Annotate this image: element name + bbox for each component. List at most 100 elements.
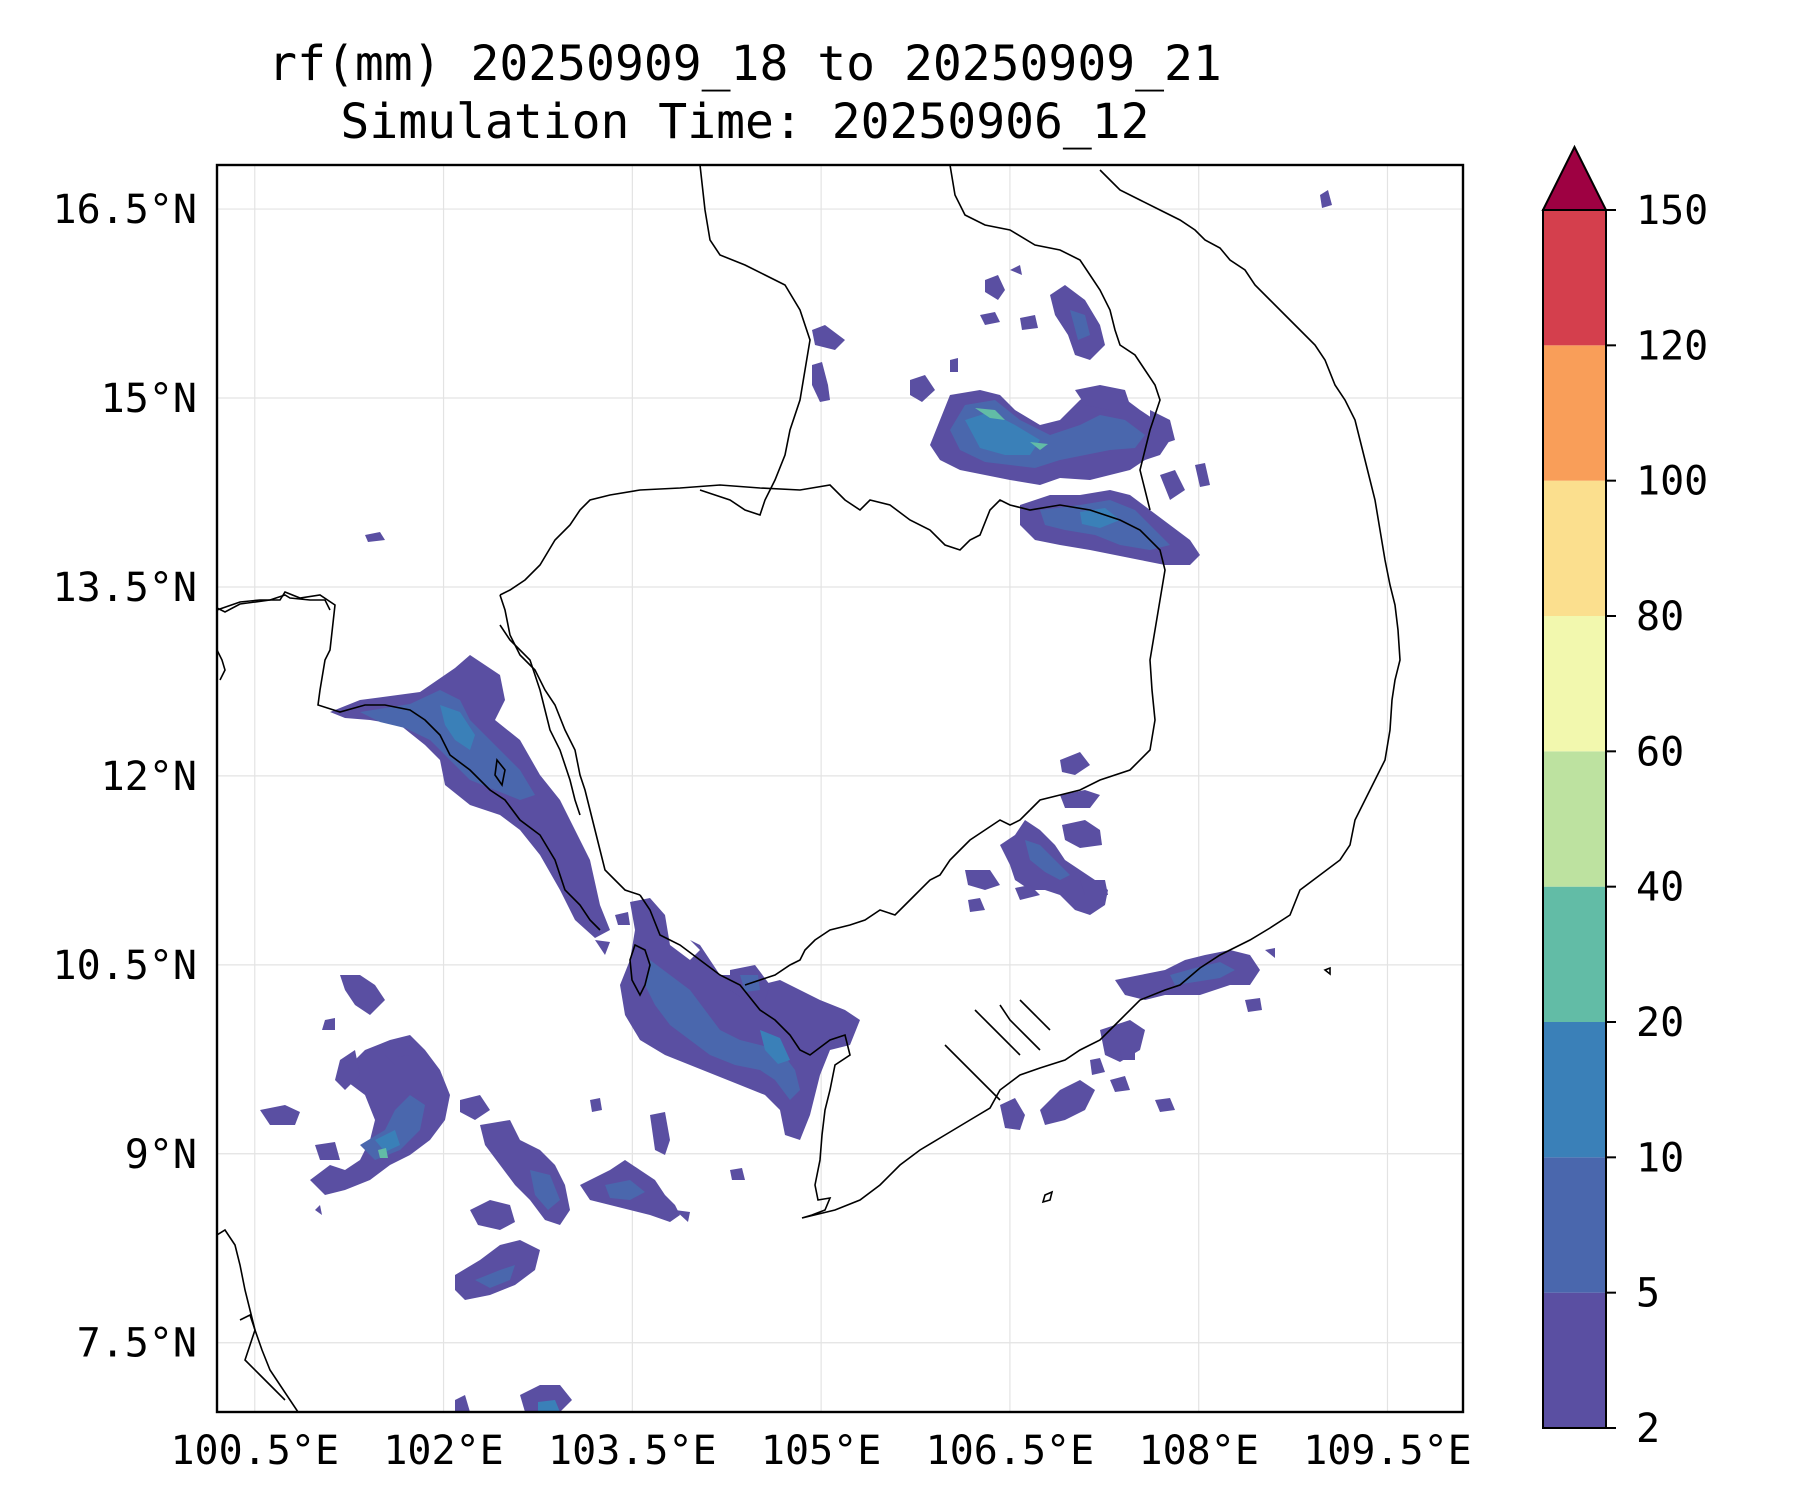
rain-region-gulf-south-5 [615,912,630,925]
rain-region-gulf-south-3 [455,1395,470,1412]
delta-distributary-4 [1019,999,1051,1031]
rain-region-gulf-west-7 [385,1045,410,1058]
rain-region-gulf-south-7 [385,1055,395,1065]
rain-region-laos-small-5 [1075,385,1130,410]
rain-region-laos-small-11 [1010,265,1022,275]
colorbar-extend-max [1541,144,1608,211]
thai-inland-border [217,594,331,613]
colorbar-label: 120 [1636,323,1708,369]
rain-region-laos-small-9 [980,312,1000,325]
rain-region-gulf-mid-2-core [605,1180,645,1200]
colorbar-label: 60 [1636,729,1684,775]
rain-region-gulf-mid-1-core [530,1170,560,1210]
rain-region-laos-small-7 [1160,470,1185,500]
x-axis-ticks: 100.5°E 102°E 103.5°E 105°E 106.5°E 108°E 109.… [170,1428,1471,1474]
x-tick-label: 105°E [761,1428,881,1474]
rain-region-delta-8 [1155,1098,1175,1112]
colorbar-bin [1543,616,1606,752]
colorbar-label: 80 [1636,594,1684,640]
colorbar-label: 5 [1636,1271,1660,1317]
rain-region-laos-small-10 [1020,315,1038,330]
rain-region-delta-4 [1000,1098,1025,1130]
rain-region-laos-small-4 [910,375,935,402]
rain-region-phu-quoc-band [620,898,860,1140]
rain-region-delta-5 [1090,1058,1105,1075]
y-tick-label: 9°N [125,1132,197,1178]
rain-region-gulf-south-1-core [475,1265,515,1288]
rain-region-east-cambodia-3 [1060,790,1100,808]
rain-region-gulf-south-4 [365,532,385,542]
rain-region-laos-small-3 [812,362,830,402]
colorbar-label: 20 [1636,1000,1684,1046]
rain-region-gulf-west-6 [322,1018,335,1030]
colorbar-label: 40 [1636,865,1684,911]
laos-thai-border [699,165,811,517]
x-tick-label: 103.5°E [548,1428,717,1474]
rain-region-east-cambodia-5 [965,870,1000,890]
y-tick-label: 10.5°N [53,943,198,989]
rain-region-gulf-mid-6 [730,1168,745,1180]
rain-region-south-laos-peak [975,408,1005,420]
rain-region-koh-kong-core [360,690,535,800]
rain-region-gulf-west-3 [260,1105,300,1125]
laos-vietnam-border [949,165,1161,511]
coastlines-borders [217,165,1401,1412]
rain-region-gulf-west-2 [335,1050,360,1090]
rain-region-phu-quoc-mid [760,1030,790,1064]
x-tick-label: 106.5°E [926,1428,1095,1474]
y-tick-label: 15°N [101,376,197,422]
colorbar-bin [1543,1157,1606,1293]
rain-region-gulf-west-1-peak [378,1148,388,1158]
plot-frame [215,163,1465,1414]
rain-region-south-laos-mid [965,412,1040,455]
rain-region-delta-3 [1040,1080,1095,1125]
rain-region-delta-7 [1120,1048,1135,1060]
rain-region-gulf-south-1 [455,1240,540,1300]
rain-region-delta-9 [1245,998,1262,1012]
rain-region-gulf-west-8 [460,1095,490,1120]
thai-west-coast [217,649,226,681]
rain-region-gulf-south-2 [520,1385,572,1412]
rain-region-laos-small-13 [950,358,958,372]
colorbar-bin [1543,345,1606,481]
rain-region-laos-north-cell-core [1070,310,1090,340]
rain-region-south-laos-peak2 [1030,442,1048,450]
phu-quoc-island [629,943,651,997]
rain-region-phu-quoc-core [645,960,800,1100]
rain-region-east-cambodia-4 [1062,820,1102,848]
gulf-coastline-north [217,591,601,931]
rain-region-gulf-south-6 [595,940,610,955]
cambodia-vietnam-south-border [744,809,1031,986]
rainfall-field [260,190,1332,1412]
colorbar-bin [1543,886,1606,1022]
rain-region-east-cambodia-6 [1015,885,1040,900]
colorbar-label: 100 [1636,459,1708,505]
rain-region-koh-kong-band [330,655,610,938]
colorbar-label: 150 [1636,188,1708,234]
delta-distributary-3 [999,1004,1041,1051]
x-tick-label: 109.5°E [1303,1428,1472,1474]
rain-region-east-cambodia-2 [1060,752,1090,775]
rain-region-east-cambodia-7 [968,898,985,912]
delta-distributary-2 [974,1009,1021,1056]
small-island-2 [1323,966,1331,976]
colorbar-bin [1543,210,1606,346]
x-tick-label: 108°E [1138,1428,1258,1474]
rain-region-koh-kong-mid [440,705,475,750]
rain-region-delta-6 [1110,1076,1130,1092]
y-tick-label: 16.5°N [53,187,198,233]
rain-region-laos-small-1 [985,275,1005,300]
rain-region-laos-small-2 [812,325,845,350]
rain-region-gulf-south-2-core [538,1400,560,1412]
chart-title-line1: rf(mm) 20250909_18 to 20250909_21 [268,36,1222,92]
y-tick-label: 7.5°N [77,1321,197,1367]
small-island-1 [1041,1190,1054,1204]
gridlines [217,165,1463,1412]
rain-region-east-cambodia-1-core [1025,840,1070,880]
malaysia-coast-inner [239,1313,286,1401]
rain-region-laos-small-12 [1320,190,1332,208]
x-tick-label: 100.5°E [170,1428,339,1474]
colorbar-bin [1543,1292,1606,1428]
colorbar-bin [1543,1022,1606,1158]
